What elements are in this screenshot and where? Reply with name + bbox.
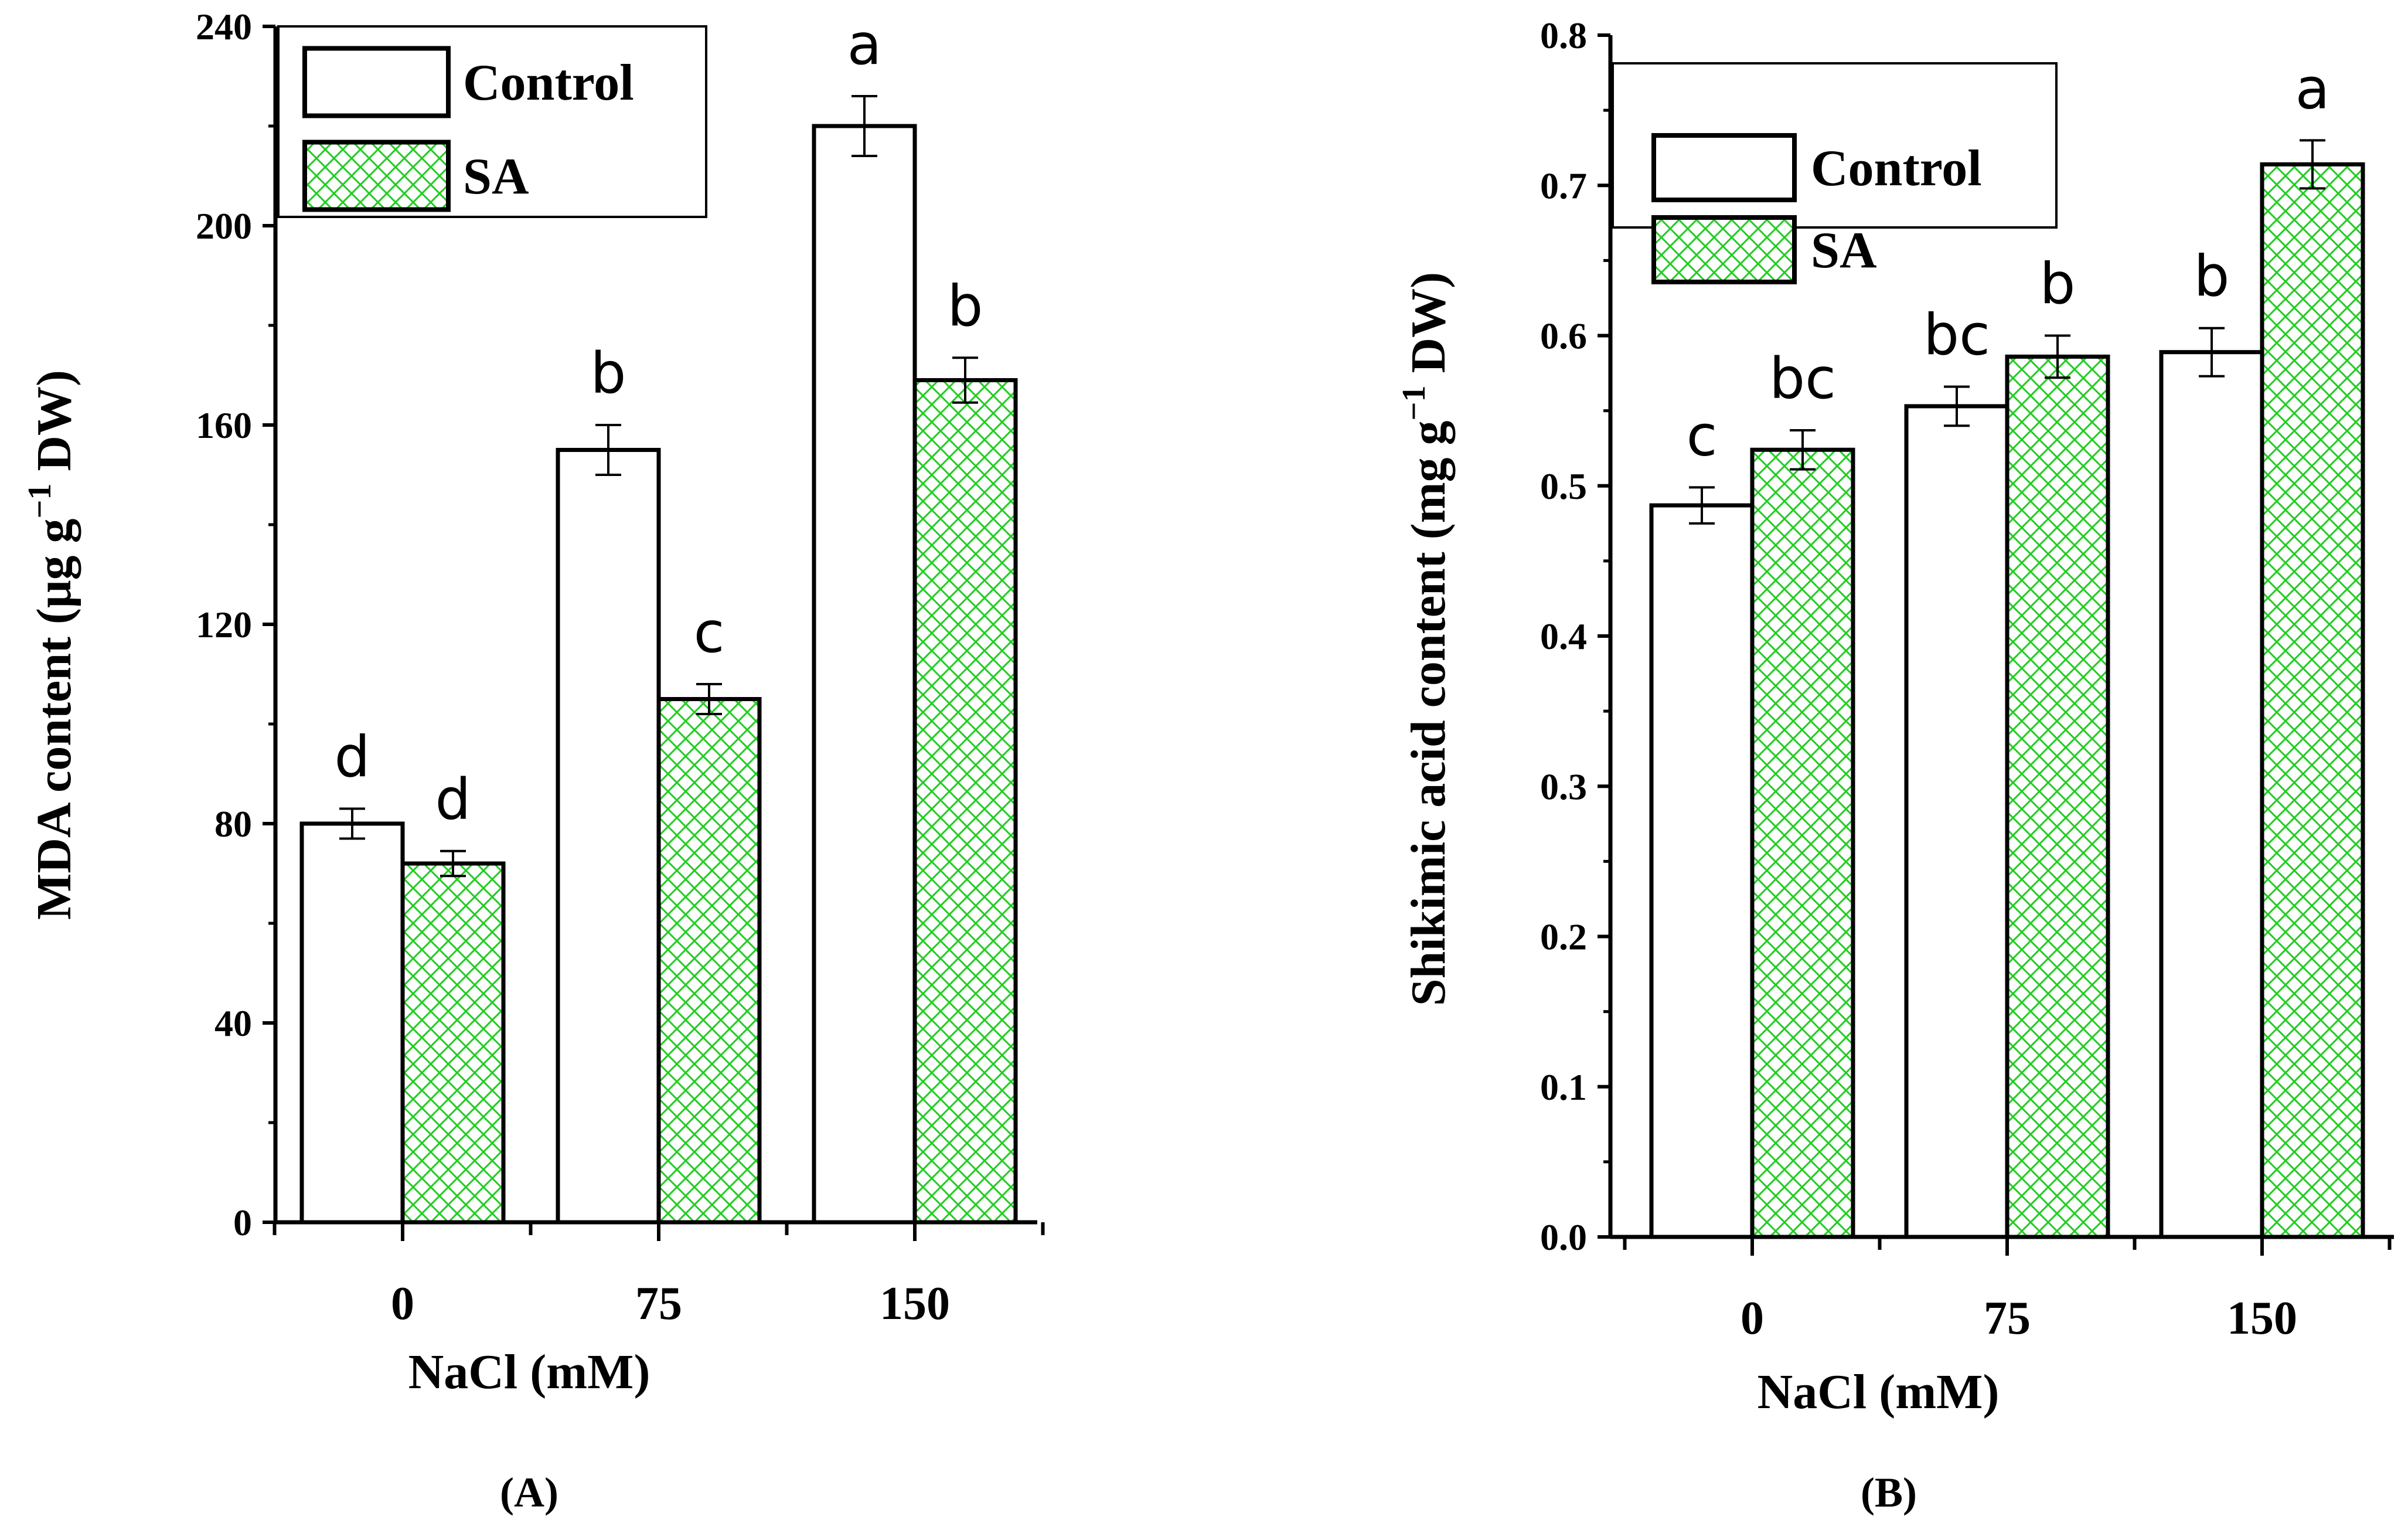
significance-label-a: a xyxy=(847,12,882,77)
bar-control-b xyxy=(2159,350,2264,1239)
y-tick-label-a: 200 xyxy=(196,205,252,247)
significance-label-b: b xyxy=(2040,251,2076,317)
chart-panel-b: 0.00.10.20.30.40.50.60.70.80cbc75bcb150b… xyxy=(1396,15,2394,1516)
significance-label-a: d xyxy=(435,767,471,832)
plot-marks-b: 0.00.10.20.30.40.50.60.70.80cbc75bcb150b… xyxy=(1540,15,2394,1344)
y-axis-title-b-tail: DW) xyxy=(1401,272,1456,386)
y-tick-label-b: 0.1 xyxy=(1540,1066,1587,1108)
legend-swatch-control-b xyxy=(1651,133,1797,202)
significance-label-a: b xyxy=(948,273,983,339)
significance-label-b: c xyxy=(1687,403,1718,468)
bar-sa-b xyxy=(1750,447,1855,1239)
legend-label-control-a: Control xyxy=(463,55,634,111)
y-axis-title-b: Shikimic acid content (mg g−1 DW) xyxy=(1396,272,1456,1006)
legend-swatch-sa-a xyxy=(302,140,451,212)
legend-label-control-b: Control xyxy=(1811,140,1982,197)
y-tick-label-b: 0.8 xyxy=(1540,15,1587,56)
panel-label-a: (A) xyxy=(500,1469,558,1516)
significance-label-b: a xyxy=(2295,56,2330,121)
y-axis-title-a: MDA content (μg g−1 DW) xyxy=(22,370,81,920)
x-category-label-a: 0 xyxy=(391,1278,414,1330)
y-tick-label-b: 0.5 xyxy=(1540,465,1587,507)
legend-swatch-sa-b xyxy=(1651,215,1797,284)
x-axis-title-a: NaCl (mM) xyxy=(408,1345,650,1399)
y-tick-label-a: 240 xyxy=(196,6,252,47)
significance-label-a: b xyxy=(591,341,626,406)
y-tick-label-a: 160 xyxy=(196,404,252,446)
y-axis-title-b-sup: −1 xyxy=(1396,386,1432,421)
bar-control-a xyxy=(299,821,405,1225)
legend-label-sa-a: SA xyxy=(463,148,529,205)
bar-sa-a xyxy=(400,861,506,1225)
bar-sa-b xyxy=(2260,162,2365,1239)
y-tick-label-a: 40 xyxy=(214,1002,252,1044)
x-category-label-b: 75 xyxy=(1984,1293,2031,1344)
x-axis-title-b: NaCl (mM) xyxy=(1758,1365,2000,1419)
significance-label-b: bc xyxy=(1769,346,1836,412)
bar-control-a xyxy=(812,124,917,1225)
y-tick-label-a: 120 xyxy=(196,604,252,645)
y-axis-title-a-tail: DW) xyxy=(27,370,81,484)
bar-sa-a xyxy=(656,697,762,1225)
bar-control-b xyxy=(1649,503,1755,1239)
significance-label-b: b xyxy=(2194,244,2230,310)
y-axis-title-a-sup: −1 xyxy=(22,484,58,519)
y-tick-label-b: 0.0 xyxy=(1540,1216,1587,1258)
significance-label-b: bc xyxy=(1923,302,1990,368)
bar-sa-a xyxy=(912,378,1018,1225)
y-tick-label-a: 0 xyxy=(233,1202,252,1243)
bar-sa-b xyxy=(2005,354,2110,1239)
x-category-label-b: 150 xyxy=(2227,1293,2297,1344)
y-axis-title-b-main: Shikimic acid content (mg g xyxy=(1401,420,1456,1006)
legend-swatch-control-a xyxy=(302,46,451,118)
y-tick-label-b: 0.2 xyxy=(1540,916,1587,958)
x-category-label-a: 75 xyxy=(635,1278,682,1330)
y-axis-title-a-main: MDA content (μg g xyxy=(27,519,81,920)
bar-control-a xyxy=(556,448,661,1225)
y-tick-label-b: 0.7 xyxy=(1540,165,1587,206)
significance-label-a: d xyxy=(335,725,370,790)
significance-label-a: c xyxy=(694,600,725,665)
legend-label-sa-b: SA xyxy=(1811,222,1877,279)
y-tick-label-a: 80 xyxy=(214,803,252,845)
y-tick-label-b: 0.4 xyxy=(1540,616,1587,657)
y-tick-label-b: 0.6 xyxy=(1540,315,1587,357)
x-category-label-b: 0 xyxy=(1741,1293,1764,1344)
chart-panel-a: 0 40 80 120 160 200 240 0 dd 75 b c 150 a b Control SA N… xyxy=(22,6,1045,1516)
y-tick-label-b: 0.3 xyxy=(1540,766,1587,807)
bar-control-b xyxy=(1904,404,2009,1239)
x-category-label-a: 150 xyxy=(880,1278,950,1330)
plot-marks-a: 0 40 80 120 160 200 240 0 dd 75 b c 150 a b Control SA xyxy=(196,6,1045,1330)
panel-label-b: (B) xyxy=(1861,1469,1917,1516)
